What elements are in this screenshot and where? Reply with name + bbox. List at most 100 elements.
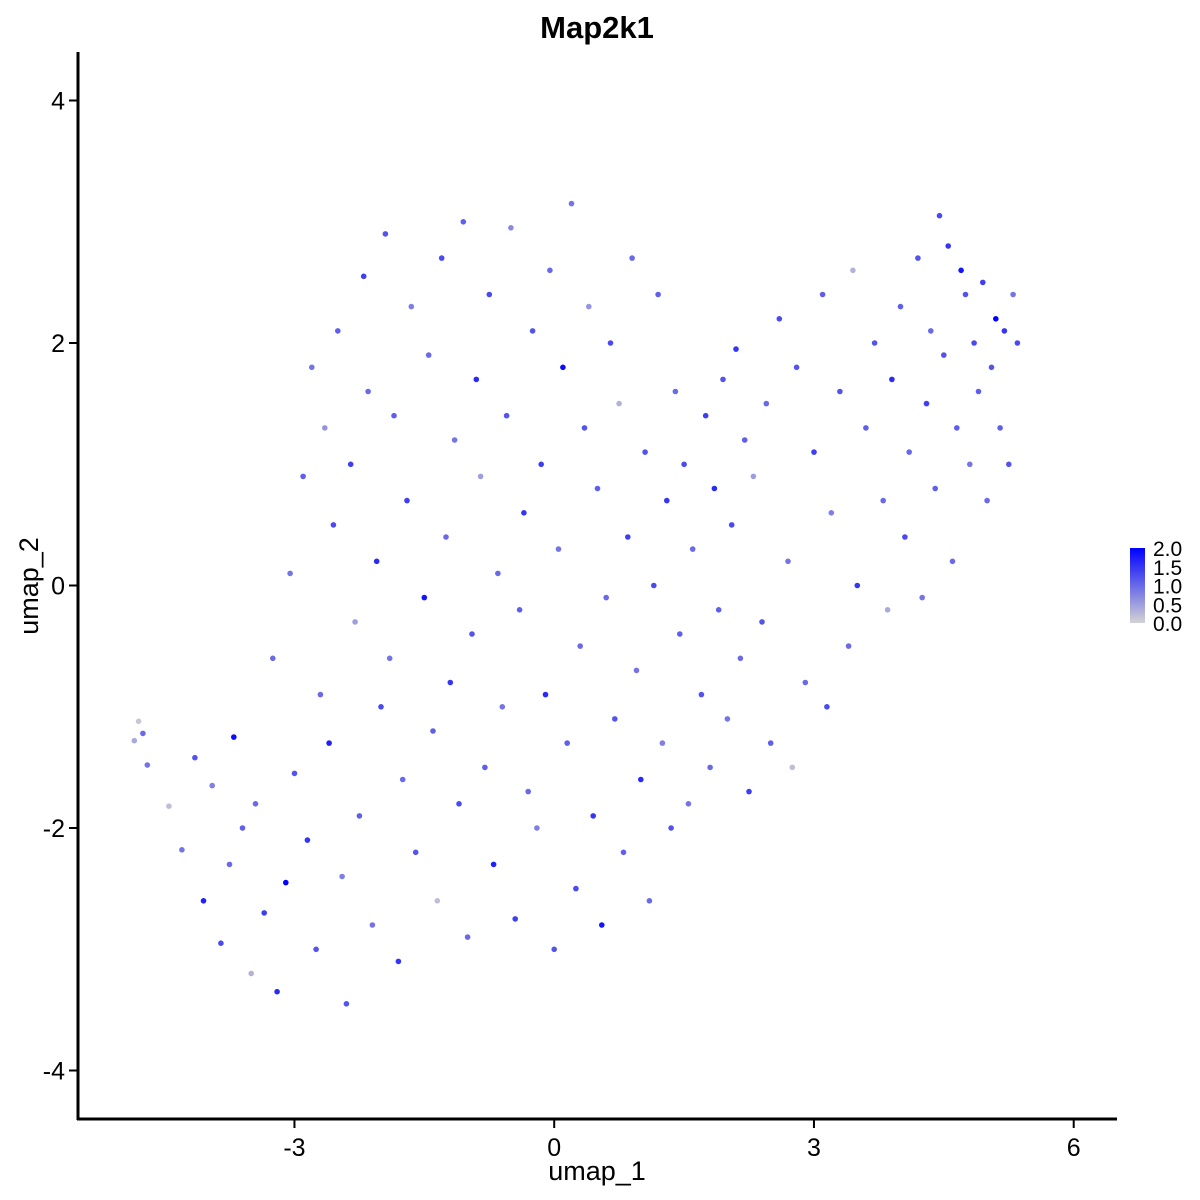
data-point xyxy=(954,425,960,431)
data-point xyxy=(759,619,765,625)
data-point xyxy=(633,667,640,674)
data-point xyxy=(793,364,800,371)
data-point xyxy=(365,388,371,395)
data-point xyxy=(880,497,886,504)
data-point xyxy=(434,898,441,904)
data-point xyxy=(646,898,653,904)
data-point xyxy=(347,461,354,468)
data-point xyxy=(620,849,627,856)
data-point xyxy=(741,437,748,443)
data-point xyxy=(763,400,770,407)
data-point xyxy=(932,485,938,492)
axes xyxy=(76,52,1117,1121)
data-point xyxy=(447,679,454,686)
data-point xyxy=(897,303,904,310)
data-point xyxy=(469,631,475,637)
data-point xyxy=(386,655,393,662)
data-point xyxy=(131,737,138,744)
data-point xyxy=(824,704,830,710)
data-point xyxy=(192,754,198,761)
data-point xyxy=(529,328,536,334)
data-point xyxy=(291,770,298,777)
data-point xyxy=(309,364,315,371)
data-point xyxy=(581,425,588,431)
data-point xyxy=(997,425,1003,431)
data-point xyxy=(599,922,605,928)
data-point xyxy=(551,946,557,953)
data-point xyxy=(408,303,415,310)
data-point xyxy=(625,534,631,540)
data-point xyxy=(512,916,518,922)
data-point xyxy=(534,825,540,831)
data-point xyxy=(339,873,345,880)
data-point xyxy=(283,879,289,886)
data-point xyxy=(525,788,531,795)
data-point xyxy=(889,376,895,383)
data-point xyxy=(404,497,410,504)
x-axis-label: umap_1 xyxy=(548,1156,646,1186)
data-point xyxy=(702,412,709,419)
data-point xyxy=(746,788,752,795)
data-point xyxy=(490,861,497,868)
data-point xyxy=(962,291,969,298)
data-point xyxy=(638,776,644,783)
data-point xyxy=(356,813,363,819)
data-point xyxy=(564,740,570,746)
data-point xyxy=(785,558,791,565)
data-point xyxy=(664,497,670,504)
data-point xyxy=(300,473,306,480)
data-point xyxy=(499,704,506,710)
data-point xyxy=(270,655,276,662)
data-point xyxy=(287,570,293,577)
data-point xyxy=(144,762,151,768)
data-point xyxy=(412,849,419,856)
data-point xyxy=(573,885,579,892)
y-tick-label: -2 xyxy=(43,815,65,843)
data-point xyxy=(728,522,735,528)
data-point xyxy=(568,200,575,207)
data-point xyxy=(603,594,609,601)
data-point xyxy=(577,643,583,649)
data-point xyxy=(343,1001,350,1007)
data-point xyxy=(378,704,384,710)
data-point xyxy=(1014,340,1021,346)
data-point xyxy=(980,279,986,286)
data-point xyxy=(767,740,774,746)
data-point xyxy=(382,231,389,237)
data-point xyxy=(231,734,237,740)
data-point xyxy=(642,449,648,455)
data-point xyxy=(451,437,458,443)
data-point xyxy=(828,510,835,516)
data-point xyxy=(166,803,172,809)
data-point xyxy=(360,273,367,280)
data-point xyxy=(698,691,705,698)
data-point xyxy=(521,510,527,516)
data-point xyxy=(464,934,471,940)
colorbar-tick-label: 2.0 xyxy=(1153,538,1182,561)
data-point xyxy=(594,485,601,492)
data-point xyxy=(845,643,852,649)
data-point xyxy=(252,801,259,807)
data-point xyxy=(352,619,358,625)
data-point xyxy=(975,388,982,395)
data-point xyxy=(1001,328,1008,334)
data-point xyxy=(508,225,514,231)
data-point xyxy=(460,219,467,225)
data-point xyxy=(689,546,696,552)
data-point xyxy=(651,582,657,589)
data-point xyxy=(555,546,562,552)
data-point xyxy=(720,376,726,383)
data-point xyxy=(733,346,739,352)
data-point xyxy=(871,340,878,346)
data-point xyxy=(317,691,324,698)
data-point xyxy=(322,425,328,431)
points-layer xyxy=(131,200,1021,1007)
data-point xyxy=(884,607,891,613)
data-point xyxy=(495,570,501,577)
x-ticks: -3 0 3 6 xyxy=(283,1119,1081,1162)
data-point xyxy=(854,582,861,589)
data-point xyxy=(616,400,622,407)
data-point xyxy=(819,291,826,298)
data-point xyxy=(538,461,544,468)
